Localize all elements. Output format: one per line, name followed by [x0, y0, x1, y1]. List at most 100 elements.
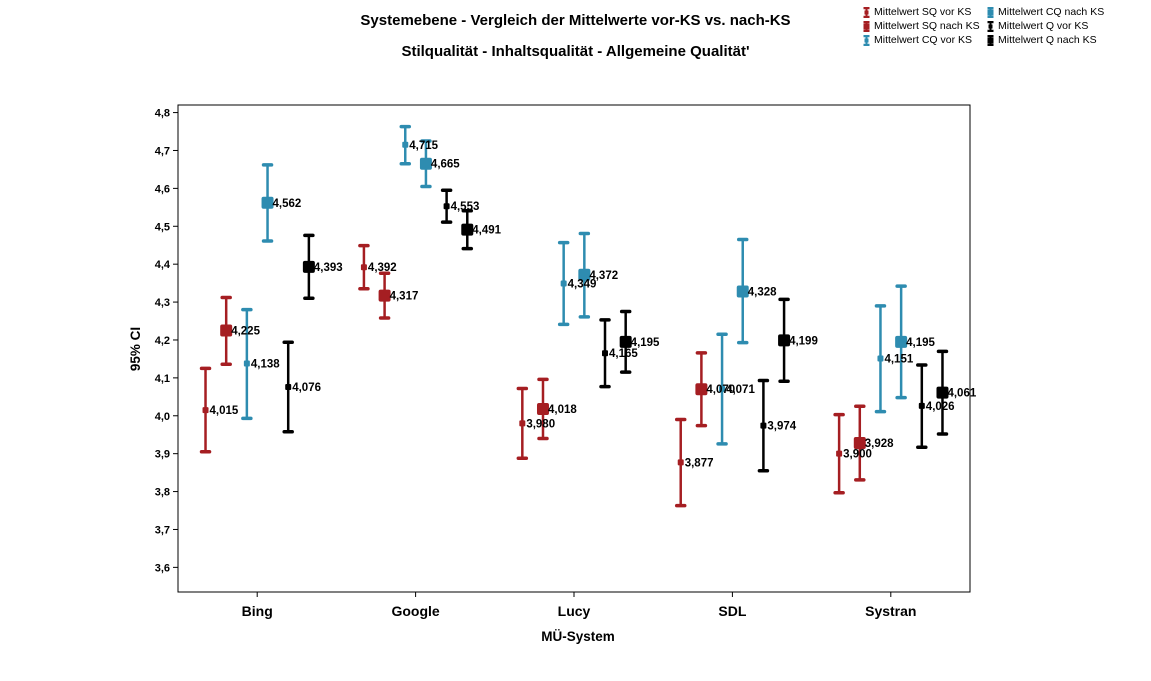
data-label: 4,151	[884, 354, 913, 366]
mean-marker	[419, 157, 432, 170]
data-label: 4,225	[231, 325, 260, 337]
x-axis-title: MÜ-System	[541, 629, 615, 644]
chart-marks	[199, 124, 949, 508]
x-tick-label: Google	[391, 603, 439, 619]
legend-item-cq-nach: Mittelwert CQ nach KS	[986, 6, 1104, 18]
error-bar-point	[874, 304, 887, 414]
x-axis: Bing Google Lucy SDL Systran	[242, 592, 916, 619]
mean-marker	[677, 459, 684, 466]
error-bar-point	[736, 237, 749, 345]
error-bar-point	[674, 417, 687, 508]
mean-marker	[877, 355, 884, 362]
legend-item-q-nach: Mittelwert Q nach KS	[986, 34, 1097, 46]
y-tick-label: 4,7	[155, 145, 170, 157]
legend-marker-cq-nach-icon	[987, 6, 994, 18]
y-tick-label: 4,2	[155, 335, 170, 347]
data-label: 4,015	[210, 405, 239, 417]
data-label: 4,199	[789, 335, 818, 347]
legend-marker-sq-nach-icon	[863, 20, 870, 32]
error-bar-point	[895, 284, 908, 400]
mean-marker	[736, 285, 749, 298]
error-bar-point	[716, 332, 728, 446]
x-tick-label: Bing	[242, 603, 273, 619]
data-label: 4,061	[947, 388, 976, 400]
error-bar-point	[241, 307, 253, 421]
plot-frame	[177, 104, 971, 593]
mean-marker	[202, 407, 209, 414]
mean-marker	[853, 437, 866, 450]
error-bar-point	[619, 309, 632, 374]
y-axis: 3,6 3,7 3,8 3,9 4,0 4,1 4,2 4,3 4,4 4,5 4,6 4,7 4,8	[155, 108, 178, 574]
data-label: 4,070	[706, 384, 735, 396]
y-axis-title: 95% CI	[128, 327, 143, 371]
error-bar-point	[557, 240, 570, 327]
data-label: 3,928	[865, 438, 894, 450]
data-label: 4,328	[748, 286, 777, 298]
mean-marker	[261, 196, 274, 209]
error-bar-point	[936, 349, 949, 436]
y-tick-label: 3,6	[155, 562, 170, 574]
y-tick-label: 3,8	[155, 487, 170, 499]
y-tick-label: 4,6	[155, 183, 170, 195]
data-label: 4,491	[472, 225, 501, 237]
error-bar-point	[757, 378, 770, 473]
mean-marker	[285, 383, 292, 390]
error-bar-point	[302, 233, 315, 301]
error-bar-point	[916, 363, 928, 449]
data-label: 4,076	[292, 382, 321, 394]
error-bar-point	[220, 295, 233, 366]
data-label: 4,195	[631, 337, 660, 349]
mean-marker	[402, 141, 409, 148]
y-tick-label: 4,1	[155, 373, 170, 385]
data-label: 4,665	[431, 159, 460, 171]
error-bar-point	[419, 139, 432, 189]
data-label: 4,393	[314, 262, 343, 274]
x-tick-label: Systran	[865, 603, 916, 619]
error-bar-point	[516, 386, 529, 460]
legend-marker-q-nach-icon	[987, 34, 994, 46]
mean-marker	[536, 402, 549, 415]
y-tick-label: 4,3	[155, 297, 170, 309]
mean-marker	[519, 420, 526, 427]
error-bar-point	[461, 208, 474, 251]
error-bar-point	[833, 412, 845, 495]
data-label: 4,372	[589, 270, 618, 282]
error-bar-point	[578, 231, 591, 319]
chart-title: Systemebene - Vergleich der Mittelwerte …	[360, 12, 791, 29]
error-bar-point	[282, 340, 294, 434]
legend-label: Mittelwert SQ nach KS	[874, 20, 980, 32]
legend-label: Mittelwert CQ vor KS	[874, 34, 973, 46]
legend-label: Mittelwert SQ vor KS	[874, 6, 972, 18]
legend-label: Mittelwert CQ nach KS	[998, 6, 1105, 18]
legend-marker-q-vor-icon	[987, 20, 994, 32]
mean-marker	[895, 335, 908, 348]
data-label: 3,900	[843, 449, 872, 461]
error-bar-point	[399, 124, 412, 166]
data-label: 4,138	[251, 358, 280, 370]
mean-marker	[619, 335, 632, 348]
legend-marker-cq-vor-icon	[863, 34, 870, 46]
y-tick-label: 4,5	[155, 221, 170, 233]
error-bar-point	[853, 404, 866, 482]
data-label: 4,018	[548, 404, 577, 416]
mean-marker	[302, 260, 315, 273]
data-label: 3,877	[685, 457, 714, 469]
mean-marker	[461, 223, 474, 236]
data-label: 4,562	[273, 198, 302, 210]
mean-marker	[778, 334, 791, 347]
legend-item-cq-vor: Mittelwert CQ vor KS	[862, 34, 972, 46]
data-label: 4,071	[726, 384, 755, 396]
legend-item-sq-nach: Mittelwert SQ nach KS	[862, 20, 980, 32]
mean-marker	[560, 280, 567, 287]
data-label: 4,165	[609, 348, 638, 360]
error-bar-point	[778, 297, 791, 384]
data-labels: 4,015 4,392 3,980 3,877 3,900 4,225 4,317 4,018…	[210, 140, 977, 470]
data-label: 4,392	[368, 262, 397, 274]
data-label: 4,195	[906, 337, 935, 349]
x-tick-label: Lucy	[558, 603, 591, 619]
x-tick-label: SDL	[718, 603, 746, 619]
error-bar-point	[695, 351, 708, 428]
mean-marker	[378, 289, 391, 302]
error-bar-point	[378, 271, 391, 320]
